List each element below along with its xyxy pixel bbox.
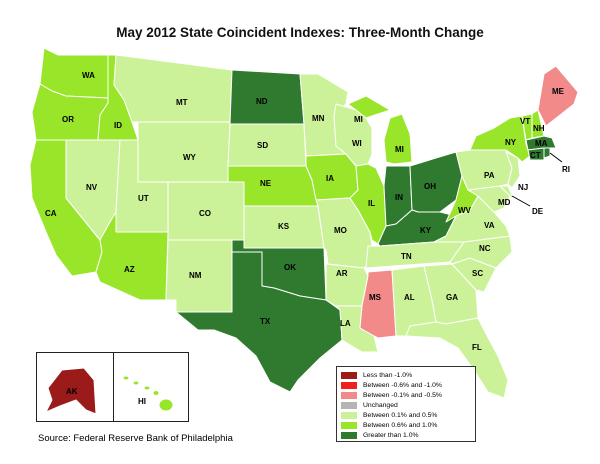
state-hi-island-1[interactable] — [122, 375, 130, 381]
state-hi-island-4[interactable] — [152, 390, 160, 396]
map-title: May 2012 State Coincident Indexes: Three… — [116, 25, 484, 40]
source-note: Source: Federal Reserve Bank of Philadel… — [38, 433, 233, 444]
label-ga: GA — [446, 293, 458, 302]
state-de[interactable] — [499, 185, 515, 201]
legend-swatch — [341, 371, 357, 379]
legend-label: Greater than 1.0% — [363, 431, 419, 439]
label-la: LA — [340, 319, 351, 328]
label-wv: WV — [458, 206, 472, 215]
label-al: AL — [404, 293, 415, 302]
legend-swatch — [341, 381, 357, 389]
label-in: IN — [395, 193, 403, 202]
label-ks: KS — [278, 222, 290, 231]
alaska-inset-frame — [36, 352, 114, 422]
legend-swatch — [341, 431, 357, 439]
state-ak[interactable] — [45, 367, 97, 415]
label-oh: OH — [424, 182, 436, 191]
label-va: VA — [484, 221, 495, 230]
label-ri: RI — [562, 165, 570, 174]
label-tx: TX — [260, 317, 271, 326]
label-de: DE — [532, 207, 544, 216]
legend-item: Between 0.1% and 0.5% — [341, 410, 471, 420]
legend-item: Unchanged — [341, 400, 471, 410]
label-id: ID — [114, 121, 122, 130]
state-ny[interactable] — [469, 115, 531, 163]
label-ma: MA — [535, 139, 548, 148]
state-il[interactable] — [349, 163, 387, 245]
label-fl: FL — [472, 343, 482, 352]
label-ia: IA — [326, 174, 334, 183]
label-mt: MT — [176, 98, 188, 107]
label-pa: PA — [484, 171, 495, 180]
label-ky: KY — [420, 226, 432, 235]
label-il: IL — [368, 199, 375, 208]
label-wi: WI — [352, 139, 362, 148]
state-hi-island-5[interactable] — [158, 398, 174, 412]
legend-swatch — [341, 421, 357, 429]
de-leader-line — [511, 195, 531, 207]
state-mt[interactable] — [113, 54, 233, 123]
state-mi[interactable] — [383, 113, 413, 165]
hawaii-inset-frame — [112, 352, 189, 422]
legend-swatch — [341, 391, 357, 399]
label-vt: VT — [520, 117, 530, 126]
label-mi-upper: MI — [354, 115, 363, 124]
legend-item: Greater than 1.0% — [341, 430, 471, 440]
label-or: OR — [62, 115, 74, 124]
label-mn: MN — [312, 114, 325, 123]
label-nm: NM — [189, 271, 202, 280]
label-sc: SC — [472, 269, 483, 278]
legend-item: Between 0.6% and 1.0% — [341, 420, 471, 430]
label-nh: NH — [533, 124, 545, 133]
label-ms: MS — [369, 293, 382, 302]
label-ny: NY — [505, 138, 517, 147]
label-nv: NV — [86, 183, 98, 192]
state-mi-upper[interactable] — [347, 95, 391, 119]
label-ak: AK — [66, 387, 78, 396]
label-me: ME — [552, 87, 565, 96]
label-tn: TN — [401, 252, 412, 261]
legend-label: Between -0.6% and -1.0% — [363, 381, 442, 389]
state-hi-island-2[interactable] — [132, 380, 140, 386]
state-ri[interactable] — [543, 147, 551, 159]
label-ne: NE — [260, 179, 272, 188]
state-hi-group — [122, 375, 174, 412]
state-me[interactable] — [537, 65, 579, 127]
state-hi-island-3[interactable] — [143, 385, 151, 391]
legend-label: Less than -1.0% — [363, 371, 413, 379]
label-ok: OK — [284, 263, 296, 272]
label-ct: CT — [530, 151, 541, 160]
label-hi: HI — [138, 397, 146, 406]
label-az: AZ — [124, 265, 135, 274]
state-tx[interactable] — [175, 251, 343, 393]
state-fl[interactable] — [405, 317, 509, 399]
ri-leader-line — [549, 152, 563, 163]
label-sd: SD — [257, 141, 268, 150]
label-nd: ND — [256, 97, 268, 106]
label-ut: UT — [138, 194, 149, 203]
legend-label: Between 0.6% and 1.0% — [363, 421, 438, 429]
state-wy[interactable] — [137, 121, 231, 183]
label-mo: MO — [334, 226, 347, 235]
legend-swatch — [341, 411, 357, 419]
legend-item: Between -0.6% and -1.0% — [341, 380, 471, 390]
label-nc: NC — [479, 244, 491, 253]
legend-item: Between -0.1% and -0.5% — [341, 390, 471, 400]
label-wy: WY — [183, 153, 197, 162]
label-md: MD — [498, 198, 511, 207]
label-mi: MI — [395, 145, 404, 154]
legend-item: Less than -1.0% — [341, 370, 471, 380]
label-nj: NJ — [518, 183, 528, 192]
legend-swatch — [341, 401, 357, 409]
legend-label: Between -0.1% and -0.5% — [363, 391, 442, 399]
legend-label: Unchanged — [363, 401, 398, 409]
legend-label: Between 0.1% and 0.5% — [363, 411, 438, 419]
label-ca: CA — [45, 209, 57, 218]
label-co: CO — [199, 209, 211, 218]
map-legend: Less than -1.0% Between -0.6% and -1.0% Be… — [336, 366, 476, 442]
label-ar: AR — [336, 269, 348, 278]
label-wa: WA — [82, 71, 95, 80]
state-ct[interactable] — [527, 147, 545, 161]
